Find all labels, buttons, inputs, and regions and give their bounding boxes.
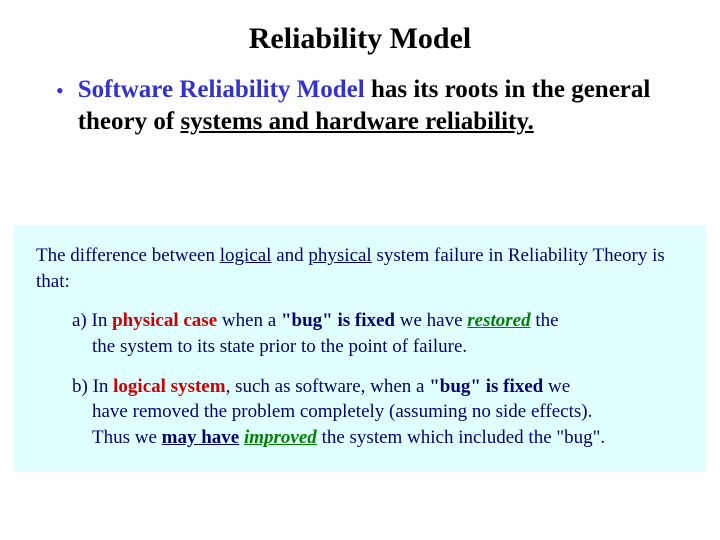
intro-mid: and	[271, 245, 308, 266]
item-a: a) In physical case when a "bug" is fixe…	[72, 308, 688, 334]
a-red: physical case	[112, 310, 217, 331]
b3-post: the system which included the "bug".	[317, 427, 605, 448]
b3-green: improved	[244, 427, 317, 448]
slide-container: Reliability Model • Software Reliability…	[0, 0, 720, 540]
b3-may: may have	[162, 427, 240, 448]
bullet-underlined: systems and hardware reliability.	[180, 108, 533, 135]
item-b-line2: have removed the problem completely (ass…	[92, 399, 688, 425]
intro-u1: logical	[220, 245, 272, 266]
intro-u2: physical	[308, 245, 371, 266]
b3-pre: Thus we	[92, 427, 162, 448]
slide-title: Reliability Model	[0, 0, 720, 56]
bullet-dot-icon: •	[56, 76, 64, 106]
a-mid1: when a	[217, 310, 281, 331]
b-label: b) In	[72, 376, 113, 397]
item-b: b) In logical system, such as software, …	[72, 374, 688, 400]
a-label: a) In	[72, 310, 112, 331]
bullet-item: • Software Reliability Model has its roo…	[56, 74, 672, 138]
b-bold1: "bug" is fixed	[429, 376, 543, 397]
b-post1: we	[543, 376, 570, 397]
item-b-line3: Thus we may have improved the system whi…	[92, 425, 688, 451]
a-mid2: we have	[395, 310, 467, 331]
a-bold1: "bug" is fixed	[281, 310, 395, 331]
srm-phrase: Software Reliability Model	[78, 76, 365, 103]
bullet-text: Software Reliability Model has its roots…	[78, 74, 672, 138]
intro-pre: The difference between	[36, 245, 220, 266]
highlight-box: The difference between logical and physi…	[14, 225, 706, 472]
a-post: the	[531, 310, 559, 331]
b-mid1: , such as software, when a	[226, 376, 430, 397]
a-green: restored	[467, 310, 530, 331]
box-intro: The difference between logical and physi…	[36, 243, 688, 294]
b-red: logical system	[113, 376, 225, 397]
item-a-line2: the system to its state prior to the poi…	[92, 334, 688, 360]
